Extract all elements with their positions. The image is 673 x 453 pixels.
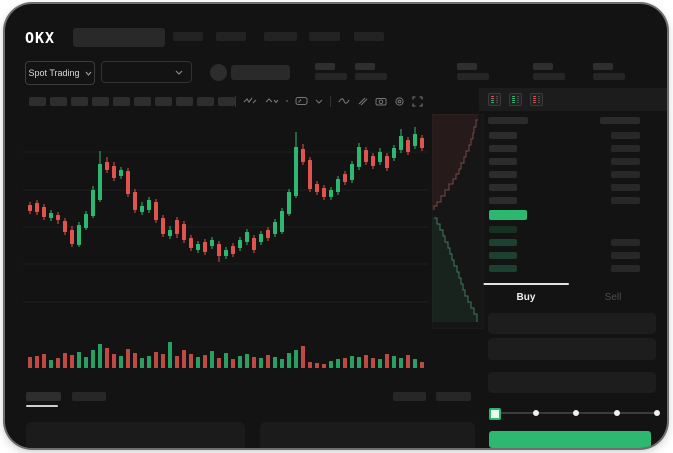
chevron-down-icon (85, 71, 91, 76)
order-input[interactable] (488, 338, 656, 360)
ask-amount[interactable] (611, 158, 640, 165)
orderbook-both-icon[interactable] (488, 93, 501, 106)
bid-price[interactable] (489, 239, 517, 246)
slider-stop-dot[interactable] (573, 410, 579, 416)
ask-price[interactable] (489, 184, 517, 191)
ask-price[interactable] (489, 197, 517, 204)
ticker-stat-value (315, 73, 347, 80)
order-input[interactable] (488, 372, 656, 393)
candlestick-chart (23, 127, 429, 368)
bottom-panel (26, 422, 245, 448)
timeframe-button[interactable] (29, 97, 46, 106)
okx-logo: OKX (25, 29, 56, 47)
ticker-stat-label (457, 63, 477, 70)
ask-amount[interactable] (611, 184, 640, 191)
ticker-stat-label (355, 63, 375, 70)
history-tab[interactable] (393, 392, 426, 401)
chevron-down-icon[interactable] (315, 99, 323, 104)
nav-item[interactable] (264, 32, 297, 41)
ticker-stat-label (315, 63, 335, 70)
wave-line-icon[interactable] (338, 96, 350, 106)
ask-amount[interactable] (611, 197, 640, 204)
bid-price[interactable] (489, 226, 517, 233)
orderbook-toolbar-bg (479, 88, 667, 111)
skeleton-layer (5, 4, 667, 448)
timeframe-button[interactable] (155, 97, 172, 106)
bottom-panel (260, 422, 475, 448)
orderbook-col-header (600, 117, 640, 124)
ask-price[interactable] (489, 132, 517, 139)
bid-price[interactable] (489, 265, 517, 272)
bid-amount[interactable] (611, 239, 640, 246)
slider-stop-dot[interactable] (654, 410, 660, 416)
chart-style-dropdown-icon[interactable] (265, 96, 279, 106)
timeframe-button[interactable] (71, 97, 88, 106)
app-window: OKX Spot Trading Buy Sell (5, 4, 667, 448)
dot-divider (286, 100, 288, 102)
buy-submit-button[interactable] (489, 431, 651, 448)
ticker-stat-label (533, 63, 553, 70)
ticker-stat-value (593, 73, 625, 80)
divider (330, 95, 331, 107)
ticker-stat-value (533, 73, 565, 80)
positions-tab[interactable] (26, 392, 61, 401)
ticker-stat-label (593, 63, 613, 70)
ask-price[interactable] (489, 158, 517, 165)
orderbook-col-header (488, 117, 528, 124)
slider-handle[interactable] (489, 408, 501, 420)
timeframe-button[interactable] (134, 97, 151, 106)
ticker-stat-value (457, 73, 489, 80)
settings-gear-icon[interactable] (394, 96, 405, 107)
slider-stop-dot[interactable] (533, 410, 539, 416)
candlestick-type-icon[interactable] (243, 96, 258, 106)
orderbook-asks-icon[interactable] (530, 93, 543, 106)
timeframe-button[interactable] (176, 97, 193, 106)
market-type-label: Spot Trading (28, 68, 80, 78)
nav-item[interactable] (216, 32, 246, 41)
chevron-down-icon (175, 70, 183, 75)
account-box[interactable] (231, 65, 290, 80)
pair-search-box[interactable] (73, 28, 165, 47)
last-price-indicator (489, 210, 527, 220)
ask-amount[interactable] (611, 132, 640, 139)
ticker-stat-value (355, 73, 387, 80)
coin-icon (210, 64, 227, 81)
ask-amount[interactable] (611, 171, 640, 178)
order-input[interactable] (488, 313, 656, 334)
depth-chart (432, 114, 484, 329)
chart-toolbar (235, 94, 423, 108)
fullscreen-icon[interactable] (412, 95, 423, 107)
slider-stop-dot[interactable] (614, 410, 620, 416)
orderbook-bids-icon[interactable] (509, 93, 522, 106)
indicators-icon[interactable] (295, 96, 308, 106)
buy-tab-indicator (483, 283, 569, 285)
timeframe-button[interactable] (50, 97, 67, 106)
market-type-selector[interactable]: Spot Trading (25, 61, 95, 85)
drawing-tools-icon[interactable] (357, 96, 368, 106)
timeframe-button[interactable] (218, 97, 235, 106)
bid-amount[interactable] (611, 252, 640, 259)
ask-amount[interactable] (611, 145, 640, 152)
timeframe-button[interactable] (92, 97, 109, 106)
nav-item[interactable] (173, 32, 203, 41)
timeframe-button[interactable] (197, 97, 214, 106)
pair-dropdown[interactable] (101, 61, 192, 83)
nav-item[interactable] (309, 32, 340, 41)
tab-sell[interactable]: Sell (604, 292, 622, 303)
ask-price[interactable] (489, 171, 517, 178)
history-tab[interactable] (436, 392, 471, 401)
ask-price[interactable] (489, 145, 517, 152)
divider (235, 95, 236, 107)
tab-buy[interactable]: Buy (516, 292, 536, 303)
timeframe-button[interactable] (113, 97, 130, 106)
nav-item[interactable] (354, 32, 384, 41)
bid-price[interactable] (489, 252, 517, 259)
orders-tab[interactable] (72, 392, 106, 401)
bid-amount[interactable] (611, 265, 640, 272)
camera-icon[interactable] (375, 96, 387, 106)
active-tab-underline (26, 405, 58, 407)
